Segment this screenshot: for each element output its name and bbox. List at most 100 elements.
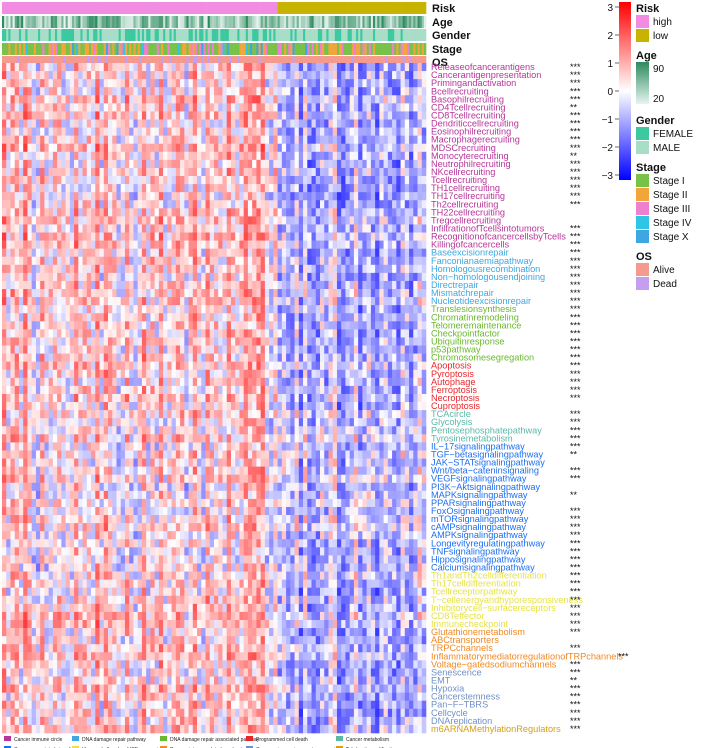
heatmap-cell (235, 208, 240, 217)
heatmap-cell (264, 297, 270, 306)
heatmap-cell (116, 329, 122, 338)
gender-cell (218, 29, 221, 41)
os-cell (366, 56, 370, 68)
heatmap-cell (120, 297, 126, 306)
heatmap-cell (103, 353, 109, 362)
heatmap-cell (61, 361, 66, 371)
heatmap-cell (409, 87, 414, 96)
heatmap-cell (201, 377, 206, 387)
os-cell (105, 56, 109, 68)
age-cell (163, 16, 166, 28)
stage-cell (4, 43, 7, 55)
os-cell (150, 56, 153, 68)
heatmap-cell (396, 135, 401, 145)
age-cell (148, 16, 151, 28)
heatmap-cell (116, 240, 122, 249)
stage-cell (165, 43, 168, 55)
heatmap-cell (366, 135, 372, 145)
heatmap-cell (40, 377, 45, 387)
heatmap-cell (366, 159, 372, 169)
heatmap-cell (214, 143, 219, 153)
heatmap-cell (18, 232, 24, 241)
heatmap-cell (27, 167, 32, 177)
heatmap-cell (197, 289, 202, 298)
age-cell (269, 16, 272, 28)
heatmap-cell (99, 289, 105, 298)
heatmap-cell (341, 143, 346, 153)
heatmap-cell (154, 313, 160, 322)
heatmap-cell (396, 369, 401, 379)
heatmap-cell (120, 224, 126, 233)
heatmap-cell (171, 264, 177, 274)
heatmap-cell (311, 63, 317, 72)
heatmap-cell (158, 377, 164, 387)
heatmap-cell (214, 159, 219, 169)
risk-cell (222, 2, 225, 14)
heatmap-cell (252, 176, 257, 185)
stage-cell (413, 43, 416, 55)
heatmap-cell (103, 248, 109, 258)
risk-cell (237, 2, 240, 14)
heatmap-cell (404, 361, 410, 371)
heatmap-cell (14, 159, 20, 169)
heatmap-cell (154, 240, 160, 249)
stage-cell (267, 43, 270, 55)
heatmap-cell (133, 321, 138, 330)
heatmap-cell (222, 71, 228, 80)
heatmap-cell (230, 103, 236, 112)
heatmap-cell (154, 297, 160, 306)
heatmap-cell (222, 167, 228, 177)
os-cell (286, 56, 289, 68)
heatmap-cell (133, 232, 138, 241)
os-cell (317, 56, 321, 68)
heatmap-cell (209, 305, 215, 314)
heatmap-cell (336, 289, 342, 298)
heatmap-cell (23, 184, 28, 193)
heatmap-cell (180, 95, 185, 104)
heatmap-cell (392, 176, 397, 185)
heatmap-cell (95, 329, 100, 338)
heatmap-cell (44, 151, 49, 161)
heatmap-cell (298, 176, 304, 185)
os-cell (99, 56, 102, 68)
heatmap-cell (158, 119, 164, 128)
heatmap-cell (235, 176, 240, 185)
age-cell (252, 16, 255, 28)
stage-cell (360, 43, 363, 55)
heatmap-cell (358, 305, 363, 314)
heatmap-cell (95, 159, 100, 169)
heatmap-cell (82, 264, 88, 274)
heatmap-cell (256, 143, 261, 153)
stage-cell (220, 43, 223, 55)
heatmap-cell (336, 297, 342, 306)
heatmap-cell (286, 337, 291, 346)
heatmap-cell (264, 256, 270, 266)
heatmap-cell (2, 87, 7, 96)
os-cell (381, 56, 384, 68)
heatmap-cell (214, 79, 219, 88)
heatmap-cell (99, 184, 105, 193)
os-cell (148, 56, 151, 68)
gender-cell (4, 29, 7, 41)
heatmap-cell (184, 256, 189, 266)
heatmap-cell (154, 329, 160, 338)
heatmap-cell (205, 297, 211, 306)
heatmap-cell (31, 184, 37, 193)
heatmap-cell (239, 224, 244, 233)
heatmap-cell (112, 329, 117, 338)
heatmap-cell (239, 361, 244, 371)
age-cell (375, 16, 378, 28)
heatmap-cell (69, 272, 75, 282)
heatmap-cell (362, 159, 367, 169)
risk-cell (182, 2, 185, 14)
heatmap-cell (31, 87, 37, 96)
heatmap-cell (112, 297, 117, 306)
heatmap-cell (69, 248, 75, 258)
risk-cell (139, 2, 143, 14)
heatmap-cell (201, 280, 206, 290)
heatmap-cell (277, 329, 283, 338)
heatmap-cell (256, 240, 261, 249)
age-cell (192, 16, 196, 28)
heatmap-cell (375, 176, 380, 185)
heatmap-cell (273, 184, 278, 193)
